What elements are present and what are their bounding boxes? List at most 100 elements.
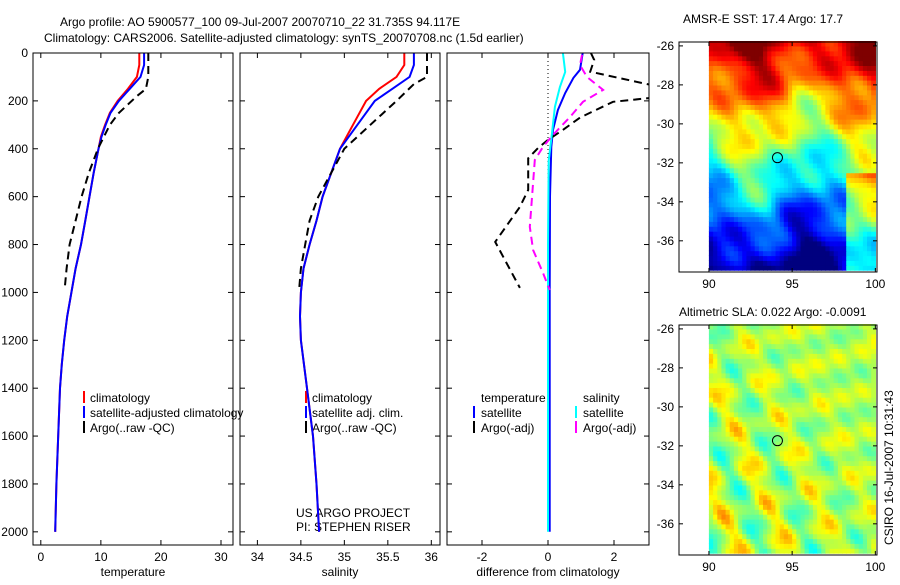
map-cell (837, 167, 843, 174)
map-cell (708, 75, 714, 81)
map-cell (746, 504, 752, 510)
map-cell (767, 216, 772, 222)
map-cell (846, 538, 851, 544)
map-cell (779, 211, 785, 218)
map-cell (808, 216, 814, 222)
map-cell (850, 441, 856, 447)
map-cell (862, 377, 868, 384)
map-cell (846, 158, 851, 164)
map-cell (858, 509, 864, 515)
map-cell (746, 480, 752, 486)
map-cell (788, 445, 793, 452)
map-cell (729, 480, 735, 486)
map-cell (867, 211, 872, 218)
map-cell (763, 377, 768, 384)
map-cell (821, 143, 827, 149)
map-cell (783, 80, 789, 86)
map-cell (825, 353, 831, 359)
map-cell (788, 84, 793, 91)
map-cell (796, 143, 802, 149)
map-cell (817, 480, 822, 486)
map-cell (796, 114, 802, 120)
map-cell (738, 445, 743, 452)
map-cell (800, 514, 806, 520)
sla-map-title: Altimetric SLA: 0.022 Argo: -0.0091 (679, 305, 867, 319)
map-cell (812, 518, 818, 525)
map-cell (792, 460, 797, 466)
map-cell (812, 333, 818, 340)
map-cell (771, 431, 777, 437)
map-cell (763, 255, 768, 261)
map-cell (854, 480, 860, 486)
map-cell (821, 548, 827, 554)
map-cell (850, 324, 856, 330)
map-cell (750, 153, 756, 159)
map-cell (808, 177, 814, 183)
map-cell (721, 143, 727, 149)
map-cell (779, 475, 785, 481)
map-cell (729, 518, 735, 525)
map-cell (817, 143, 822, 149)
map-cell (738, 255, 743, 261)
map-cell (733, 177, 739, 183)
map-cell (800, 392, 806, 398)
map-cell (829, 382, 835, 388)
map-cell (767, 172, 772, 179)
map-cell (871, 94, 876, 101)
map-cell (821, 114, 827, 120)
map-cell (842, 363, 847, 369)
map-cell (725, 328, 731, 335)
map-cell (721, 114, 727, 120)
map-cell (846, 75, 851, 81)
map-cell (858, 201, 864, 208)
map-cell (792, 114, 797, 120)
map-cell (713, 387, 718, 393)
map-cell (825, 60, 831, 66)
map-cell (729, 240, 735, 247)
map-cell (713, 250, 718, 257)
map-cell (721, 504, 727, 510)
map-cell (808, 245, 814, 252)
map-cell (817, 94, 822, 101)
map-cell (850, 260, 856, 266)
map-cell (771, 416, 777, 423)
map-cell (867, 402, 872, 408)
map-cell (862, 265, 868, 271)
map-cell (829, 89, 835, 96)
map-cell (833, 65, 839, 71)
map-cell (767, 338, 772, 345)
map-cell (713, 484, 718, 491)
map-cell (750, 382, 756, 388)
map-cell (833, 460, 839, 466)
map-cell (825, 240, 831, 247)
map-cell (817, 343, 822, 349)
map-cell (812, 431, 818, 437)
map-cell (837, 455, 843, 462)
map-cell (825, 143, 831, 149)
map-cell (708, 158, 714, 164)
map-cell (837, 402, 843, 408)
map-cell (738, 406, 743, 413)
map-cell (775, 475, 781, 481)
map-cell (783, 94, 789, 101)
map-cell (796, 65, 802, 71)
map-cell (758, 231, 764, 237)
map-cell (800, 489, 806, 496)
map-cell (783, 333, 789, 340)
map-cell (804, 80, 810, 86)
map-cell (788, 148, 793, 154)
map-cell (812, 158, 818, 164)
map-cell (750, 260, 756, 266)
map-cell (771, 548, 777, 554)
map-cell (833, 343, 839, 349)
map-cell (713, 177, 718, 183)
map-cell (733, 548, 739, 554)
map-cell (804, 499, 810, 505)
map-cell (812, 392, 818, 398)
map-cell (821, 333, 827, 340)
map-cell (804, 265, 810, 271)
map-cell (742, 465, 747, 471)
map-cell (738, 382, 743, 388)
map-cell (837, 411, 843, 418)
map-cell (758, 509, 764, 515)
